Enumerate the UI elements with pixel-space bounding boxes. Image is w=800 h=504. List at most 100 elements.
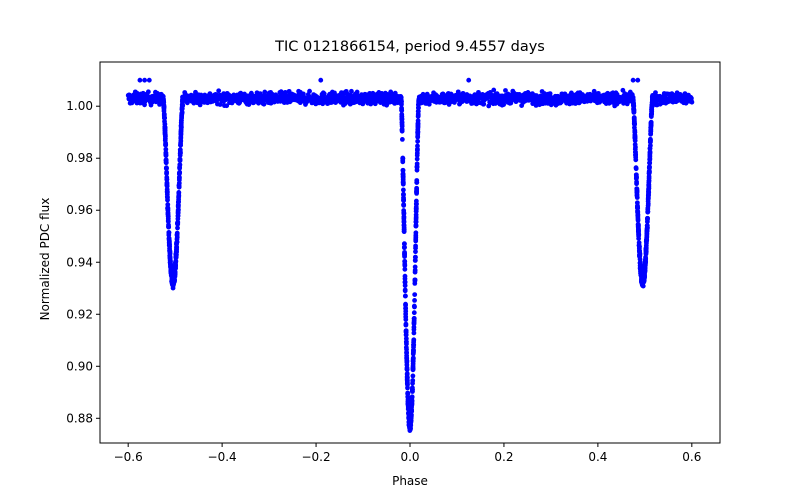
- data-point: [647, 160, 653, 166]
- data-point: [412, 304, 417, 310]
- y-tick-label: 0.94: [66, 255, 93, 269]
- data-point: [175, 202, 181, 208]
- data-point: [630, 77, 636, 83]
- data-point: [163, 142, 169, 148]
- data-point: [412, 277, 418, 283]
- data-point: [399, 116, 405, 122]
- data-point: [637, 249, 642, 255]
- data-point: [168, 265, 174, 271]
- data-point: [412, 258, 418, 263]
- data-point: [633, 165, 639, 171]
- data-point: [409, 394, 415, 400]
- data-point: [176, 175, 182, 181]
- data-point: [411, 330, 417, 336]
- data-point: [634, 200, 640, 206]
- data-point: [415, 121, 421, 126]
- plot-frame: [99, 61, 721, 444]
- data-point: [178, 136, 184, 141]
- data-point: [648, 112, 654, 118]
- data-point: [403, 317, 409, 322]
- data-point: [401, 196, 406, 202]
- data-point: [410, 355, 416, 361]
- data-point: [402, 280, 408, 285]
- data-point: [404, 349, 409, 355]
- data-point: [402, 276, 408, 282]
- data-point: [167, 246, 172, 251]
- data-point: [170, 272, 175, 277]
- data-point: [175, 225, 180, 231]
- data-point: [410, 361, 416, 367]
- data-point: [401, 227, 407, 232]
- data-point: [402, 259, 408, 264]
- data-point: [401, 214, 407, 220]
- data-point: [643, 245, 649, 251]
- data-point: [403, 336, 409, 342]
- data-point: [411, 327, 417, 332]
- data-point: [178, 129, 184, 134]
- data-point: [174, 245, 179, 251]
- data-point: [410, 367, 416, 373]
- data-point: [408, 413, 414, 419]
- data-point: [415, 134, 421, 140]
- data-point: [162, 121, 168, 127]
- data-point: [411, 342, 417, 348]
- y-tick-label: 0.96: [66, 203, 93, 217]
- data-point: [415, 129, 421, 135]
- data-point: [163, 146, 169, 152]
- data-point: [414, 189, 419, 195]
- data-point: [413, 249, 418, 255]
- data-point: [645, 215, 650, 221]
- data-point: [404, 377, 410, 383]
- data-point: [649, 106, 655, 112]
- data-point: [307, 88, 312, 94]
- data-point: [633, 144, 638, 150]
- data-point: [503, 88, 508, 93]
- data-point: [168, 261, 173, 267]
- data-point: [175, 207, 181, 213]
- data-point: [630, 100, 636, 106]
- data-point: [163, 153, 169, 159]
- data-point: [217, 102, 223, 107]
- x-tick-label: −0.4: [208, 450, 237, 464]
- data-point: [402, 245, 407, 250]
- data-point: [174, 240, 180, 246]
- data-point: [179, 110, 185, 116]
- data-point: [174, 236, 180, 242]
- data-point: [647, 139, 653, 145]
- data-point: [413, 219, 419, 224]
- data-point: [409, 387, 415, 392]
- data-point: [635, 227, 641, 232]
- data-point: [688, 95, 694, 101]
- data-point: [653, 90, 658, 96]
- data-point: [635, 77, 641, 83]
- data-point: [402, 266, 408, 272]
- data-point: [161, 108, 167, 114]
- data-point: [642, 258, 648, 263]
- data-point: [415, 143, 420, 149]
- data-point: [412, 281, 418, 286]
- data-point: [178, 140, 183, 146]
- data-point: [649, 103, 655, 109]
- x-tick-label: 0.2: [494, 450, 513, 464]
- data-point: [173, 251, 179, 257]
- data-point: [646, 193, 651, 198]
- data-point: [403, 321, 409, 327]
- data-point: [176, 194, 182, 200]
- data-point: [157, 101, 162, 107]
- data-point: [631, 109, 637, 115]
- data-point: [416, 99, 422, 105]
- data-point: [174, 232, 180, 238]
- data-point: [402, 241, 407, 247]
- data-point: [400, 187, 406, 193]
- data-point: [481, 101, 487, 107]
- data-point: [646, 175, 652, 181]
- data-point: [399, 136, 405, 142]
- data-point: [413, 214, 419, 220]
- data-point: [644, 229, 650, 235]
- data-point: [404, 359, 410, 365]
- data-point: [633, 172, 639, 178]
- data-point: [178, 122, 184, 128]
- data-point: [400, 155, 406, 161]
- data-point: [404, 341, 409, 347]
